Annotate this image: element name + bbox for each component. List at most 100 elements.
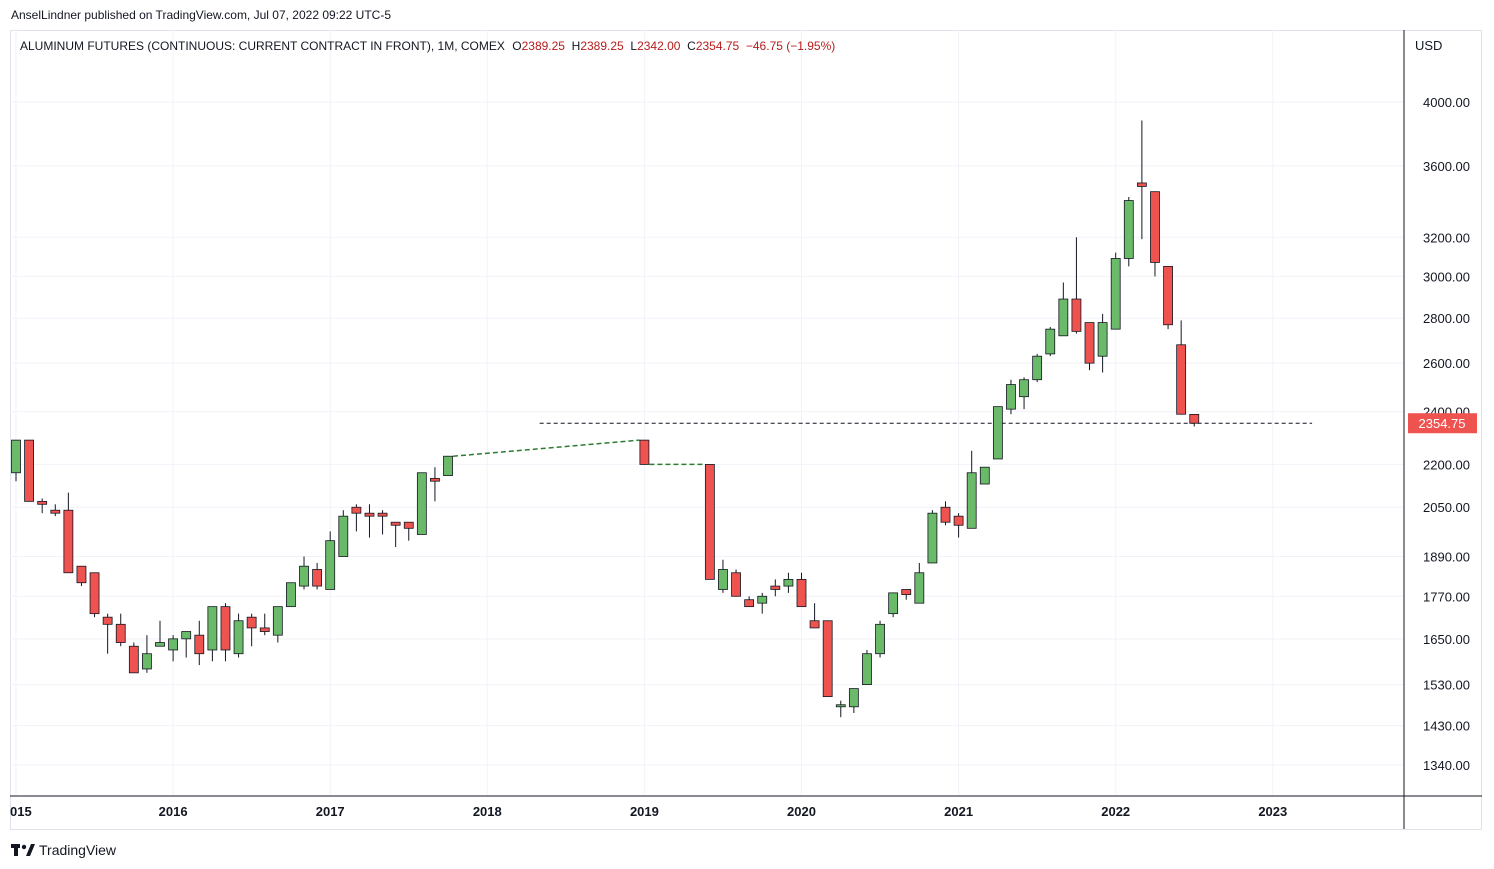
candle-body xyxy=(115,623,126,643)
candle xyxy=(76,565,87,587)
tradingview-logo[interactable]: TradingView xyxy=(11,842,116,858)
tradingview-logo-text: TradingView xyxy=(39,842,117,858)
candle xyxy=(1058,282,1069,337)
candle xyxy=(1189,414,1200,427)
candle xyxy=(272,606,283,643)
candle-body xyxy=(50,509,61,514)
time-tick-label: 2022 xyxy=(1101,804,1130,819)
time-axis: 015 2016 2017 2018 2019 2020 2021 2022 2023 xyxy=(10,804,1287,819)
candle-body xyxy=(966,472,977,529)
gap-layer xyxy=(452,439,705,466)
candle-body xyxy=(809,620,820,629)
candle-body xyxy=(155,642,165,647)
price-tick-label: 1530.00 xyxy=(1423,678,1470,693)
candle-body xyxy=(862,653,872,686)
candle-body xyxy=(76,565,87,584)
candle-body xyxy=(299,565,309,587)
candle xyxy=(233,613,244,658)
candle xyxy=(416,472,427,535)
candle xyxy=(443,455,453,476)
time-tick-label: 2023 xyxy=(1258,804,1287,819)
candle xyxy=(377,510,388,535)
candle xyxy=(1006,379,1016,415)
candle xyxy=(731,569,741,597)
candle xyxy=(207,606,218,662)
candle xyxy=(1110,252,1121,330)
candle xyxy=(338,510,349,557)
candle-body xyxy=(128,645,139,674)
candle xyxy=(390,521,401,547)
candle xyxy=(783,572,794,593)
candle-body xyxy=(796,578,807,608)
candle-body xyxy=(286,582,296,608)
candle-body xyxy=(63,509,74,574)
low-label: L xyxy=(630,39,638,53)
candle xyxy=(364,504,375,538)
candle-body xyxy=(888,592,899,615)
time-tick-label: 015 xyxy=(10,804,32,819)
candle-body xyxy=(312,569,323,587)
candle-body xyxy=(89,572,100,615)
high-value: 2389.25 xyxy=(580,39,624,53)
candle-body xyxy=(1150,191,1160,263)
price-tick-label: 4000.00 xyxy=(1423,95,1470,110)
candle-body xyxy=(1006,384,1016,410)
candle xyxy=(1123,196,1134,267)
candle xyxy=(24,439,34,502)
candle-body xyxy=(390,521,401,526)
candle xyxy=(940,501,951,526)
candle xyxy=(1163,265,1173,330)
candle-body xyxy=(1176,344,1187,415)
candle xyxy=(927,510,938,564)
candle xyxy=(639,439,650,465)
candle xyxy=(259,613,270,636)
candle-body xyxy=(1123,200,1134,259)
candle xyxy=(286,582,296,608)
candle-body xyxy=(1136,182,1147,187)
candle-body xyxy=(168,638,179,651)
candle xyxy=(128,642,139,674)
candle xyxy=(1032,353,1043,383)
candle-layer xyxy=(11,120,1200,718)
close-value: 2354.75 xyxy=(695,39,740,53)
candle xyxy=(875,620,885,658)
candle xyxy=(757,592,768,614)
tradingview-logo-icon xyxy=(11,843,35,856)
candle-body xyxy=(37,500,48,505)
candle xyxy=(325,531,336,590)
price-tick-label: 3600.00 xyxy=(1423,159,1470,174)
candle-body xyxy=(875,623,885,655)
candle-body xyxy=(927,512,938,564)
candle-body xyxy=(783,578,794,587)
candle xyxy=(848,688,859,714)
candle-body xyxy=(259,627,270,632)
candle-body xyxy=(11,439,21,474)
candle-body xyxy=(1084,322,1095,364)
price-tick-label: 2600.00 xyxy=(1423,356,1470,371)
candle xyxy=(992,406,1003,460)
candle-body xyxy=(901,589,912,595)
candle xyxy=(102,613,113,654)
currency-label: USD xyxy=(1415,38,1442,53)
price-tick-label: 2200.00 xyxy=(1423,457,1470,472)
candle xyxy=(979,466,990,485)
candle xyxy=(312,562,323,590)
candle xyxy=(220,603,231,662)
candle-body xyxy=(992,406,1003,460)
candle-body xyxy=(1163,265,1173,326)
candle-body xyxy=(1032,355,1043,381)
close-label: C xyxy=(687,39,696,53)
candle xyxy=(796,572,807,608)
candle xyxy=(1150,191,1160,277)
last-price-box xyxy=(1408,413,1477,434)
candle-body xyxy=(443,455,453,476)
candle xyxy=(770,579,781,597)
price-tick-label: 2050.00 xyxy=(1423,500,1470,515)
candle xyxy=(809,603,820,629)
price-tick-label: 1890.00 xyxy=(1423,550,1470,565)
time-tick-label: 2020 xyxy=(787,804,816,819)
candle-body xyxy=(403,521,414,529)
symbol-legend[interactable]: ALUMINUM FUTURES (CONTINUOUS: CURRENT CO… xyxy=(20,39,835,53)
open-value: 2389.25 xyxy=(521,39,565,53)
